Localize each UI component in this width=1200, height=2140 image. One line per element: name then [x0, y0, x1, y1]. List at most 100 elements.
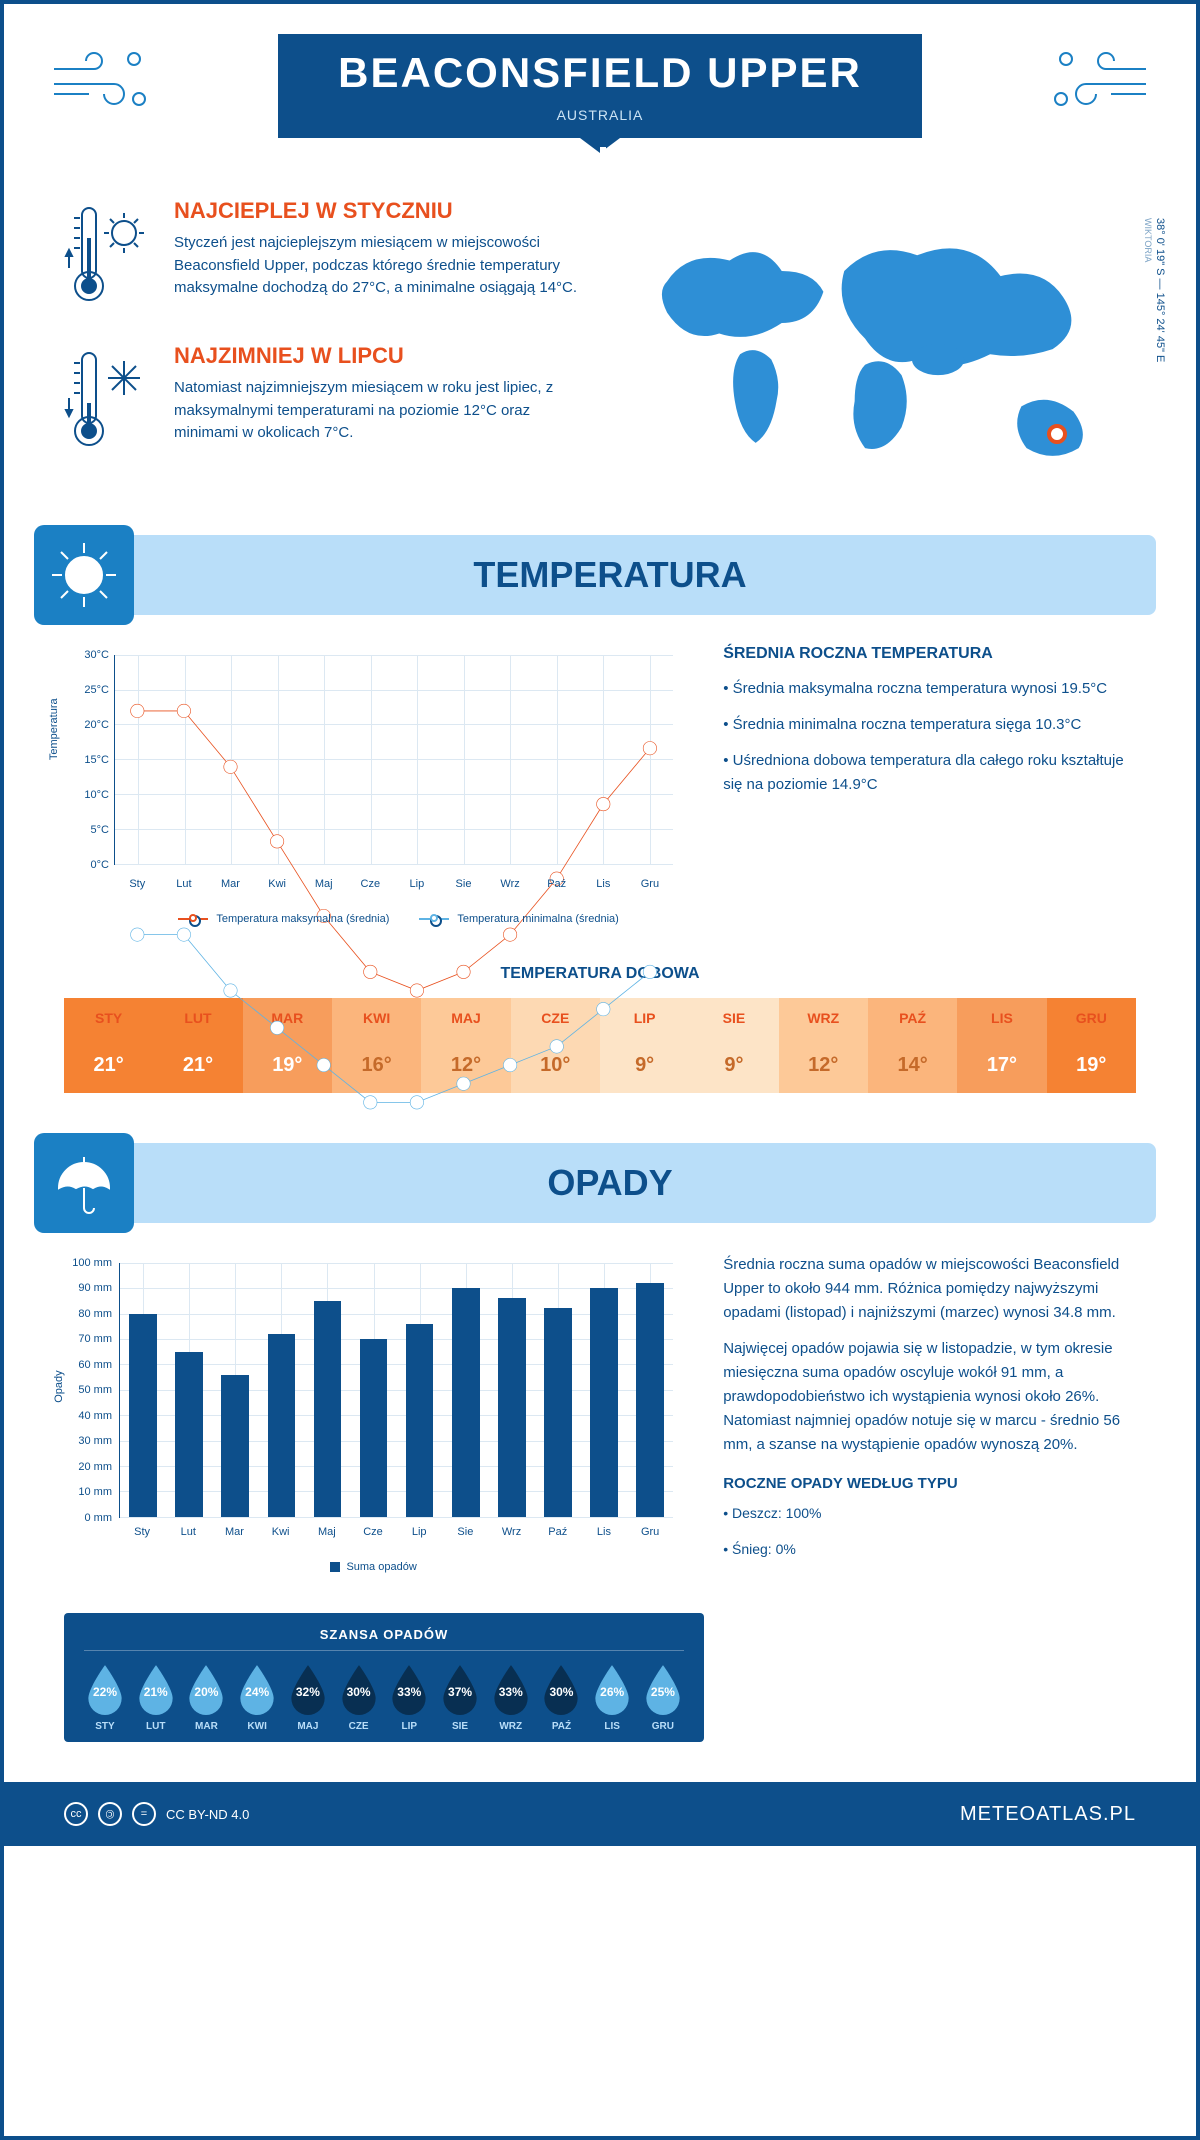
- bar: [360, 1339, 388, 1517]
- rain-chance-month: SIE: [439, 1721, 481, 1732]
- by-icon: 🄯: [98, 1802, 122, 1826]
- temperature-row: Temperatura Temperatura maksymalna (śred…: [4, 645, 1196, 965]
- wind-icon: [1036, 39, 1156, 124]
- umbrella-icon: [34, 1133, 134, 1233]
- coldest-heading: NAJZIMNIEJ W LIPCU: [174, 343, 585, 369]
- rain-chance-value: 20%: [194, 1685, 218, 1699]
- y-axis-label: Temperatura: [48, 698, 60, 760]
- rain-drop: 33% WRZ: [490, 1663, 532, 1732]
- cc-icon: cc: [64, 1802, 88, 1826]
- bar: [498, 1298, 526, 1516]
- rain-paragraph: Najwięcej opadów pojawia się w listopadz…: [723, 1337, 1136, 1457]
- intro-map-col: 38° 0' 19" S — 145° 24' 45" EWIKTORIA: [615, 198, 1136, 495]
- chart-legend: Suma opadów: [64, 1561, 683, 1573]
- intro-row: NAJCIEPLEJ W STYCZNIU Styczeń jest najci…: [4, 178, 1196, 535]
- temp-table-col: WRZ12°: [779, 998, 868, 1093]
- thermometer-hot-icon: [64, 198, 154, 313]
- annual-temp-bullet: • Średnia minimalna roczna temperatura s…: [723, 713, 1136, 737]
- temp-table-col: PAŹ14°: [868, 998, 957, 1093]
- temp-table-month: PAŹ: [868, 998, 957, 1038]
- rain-type-item: • Śnieg: 0%: [723, 1538, 1136, 1562]
- rain-type-item: • Deszcz: 100%: [723, 1502, 1136, 1526]
- bar: [636, 1283, 664, 1517]
- rain-chance-value: 22%: [93, 1685, 117, 1699]
- precipitation-row: Opady Suma opadów 0 mm10 mm20 mm30 mm40 …: [4, 1253, 1196, 1614]
- header: BEACONSFIELD UPPER AUSTRALIA: [4, 4, 1196, 178]
- location-title: BEACONSFIELD UPPER: [338, 49, 862, 97]
- rain-chance-month: LIS: [591, 1721, 633, 1732]
- annual-temp-bullet: • Uśredniona dobowa temperatura dla całe…: [723, 749, 1136, 797]
- rain-drop: 37% SIE: [439, 1663, 481, 1732]
- warmest-heading: NAJCIEPLEJ W STYCZNIU: [174, 198, 585, 224]
- page: BEACONSFIELD UPPER AUSTRALIA NAJCIEPLEJ …: [0, 0, 1200, 2140]
- bar: [406, 1324, 434, 1517]
- rain-chance-month: WRZ: [490, 1721, 532, 1732]
- license-text: CC BY-ND 4.0: [166, 1807, 249, 1822]
- wind-icon: [44, 39, 164, 124]
- rain-chance-value: 24%: [245, 1685, 269, 1699]
- bar: [268, 1334, 296, 1517]
- temp-table-col: GRU19°: [1047, 998, 1136, 1093]
- section-header-precipitation: OPADY: [44, 1143, 1156, 1223]
- rain-chance-value: 33%: [397, 1685, 421, 1699]
- title-ribbon: BEACONSFIELD UPPER AUSTRALIA: [278, 34, 922, 138]
- bar: [590, 1288, 618, 1517]
- annual-temp-bullet: • Średnia maksymalna roczna temperatura …: [723, 677, 1136, 701]
- world-map: [615, 198, 1136, 495]
- rain-drop: 30%PAŹ: [540, 1663, 582, 1732]
- legend-item: Temperatura minimalna (średnia): [419, 913, 618, 925]
- rain-chance-month: LIP: [388, 1721, 430, 1732]
- coldest-block: NAJZIMNIEJ W LIPCU Natomiast najzimniejs…: [64, 343, 585, 458]
- section-title: OPADY: [164, 1162, 1156, 1204]
- temp-table-value: 9°: [689, 1038, 778, 1093]
- rain-drop: 25%GRU: [642, 1663, 684, 1732]
- country-subtitle: AUSTRALIA: [338, 107, 862, 123]
- temperature-line-chart: Temperatura Temperatura maksymalna (śred…: [64, 645, 683, 925]
- rain-chance-value: 37%: [448, 1685, 472, 1699]
- rain-drop: 30% CZE: [338, 1663, 380, 1732]
- rain-chance-month: MAJ: [287, 1721, 329, 1732]
- section-title: TEMPERATURA: [164, 554, 1156, 596]
- temp-table-month: LIS: [957, 998, 1046, 1038]
- bar: [175, 1352, 203, 1517]
- rain-drop: 22%STY: [84, 1663, 126, 1732]
- coordinates-label: 38° 0' 19" S — 145° 24' 45" EWIKTORIA: [1142, 218, 1166, 362]
- rain-drop: 32% MAJ: [287, 1663, 329, 1732]
- rain-chance-month: KWI: [236, 1721, 278, 1732]
- rain-chance-value: 30%: [347, 1685, 371, 1699]
- thermometer-cold-icon: [64, 343, 154, 458]
- rain-chance-value: 32%: [296, 1685, 320, 1699]
- rain-chance-value: 26%: [600, 1685, 624, 1699]
- temp-table-col: LIS17°: [957, 998, 1046, 1093]
- rain-chance-heading: SZANSA OPADÓW: [84, 1627, 684, 1651]
- warmest-block: NAJCIEPLEJ W STYCZNIU Styczeń jest najci…: [64, 198, 585, 313]
- rain-drop: 26% LIS: [591, 1663, 633, 1732]
- temp-table-month: WRZ: [779, 998, 868, 1038]
- license-block: cc 🄯 = CC BY-ND 4.0: [64, 1802, 249, 1826]
- rain-chance-value: 30%: [549, 1685, 573, 1699]
- bar: [129, 1314, 157, 1517]
- brand-text: METEOATLAS.PL: [960, 1803, 1136, 1826]
- temp-table-value: 14°: [868, 1038, 957, 1093]
- rain-drop: 21% LUT: [135, 1663, 177, 1732]
- bar: [544, 1308, 572, 1516]
- rain-chance-month: MAR: [185, 1721, 227, 1732]
- temp-table-col: SIE9°: [689, 998, 778, 1093]
- nd-icon: =: [132, 1802, 156, 1826]
- temp-table-value: 17°: [957, 1038, 1046, 1093]
- rain-drop: 20% MAR: [185, 1663, 227, 1732]
- rain-drop: 24% KWI: [236, 1663, 278, 1732]
- warmest-text: Styczeń jest najcieplejszym miesiącem w …: [174, 232, 585, 300]
- rain-chance-value: 21%: [144, 1685, 168, 1699]
- rain-types-heading: ROCZNE OPADY WEDŁUG TYPU: [723, 1475, 1136, 1492]
- temp-table-value: 19°: [1047, 1038, 1136, 1093]
- bar: [452, 1288, 480, 1517]
- bar: [221, 1375, 249, 1517]
- rain-chance-value: 25%: [651, 1685, 675, 1699]
- bar: [314, 1301, 342, 1517]
- temp-table-value: 12°: [779, 1038, 868, 1093]
- rain-chance-month: CZE: [338, 1721, 380, 1732]
- rain-chance-month: LUT: [135, 1721, 177, 1732]
- rain-chance-value: 33%: [499, 1685, 523, 1699]
- intro-text-col: NAJCIEPLEJ W STYCZNIU Styczeń jest najci…: [64, 198, 585, 495]
